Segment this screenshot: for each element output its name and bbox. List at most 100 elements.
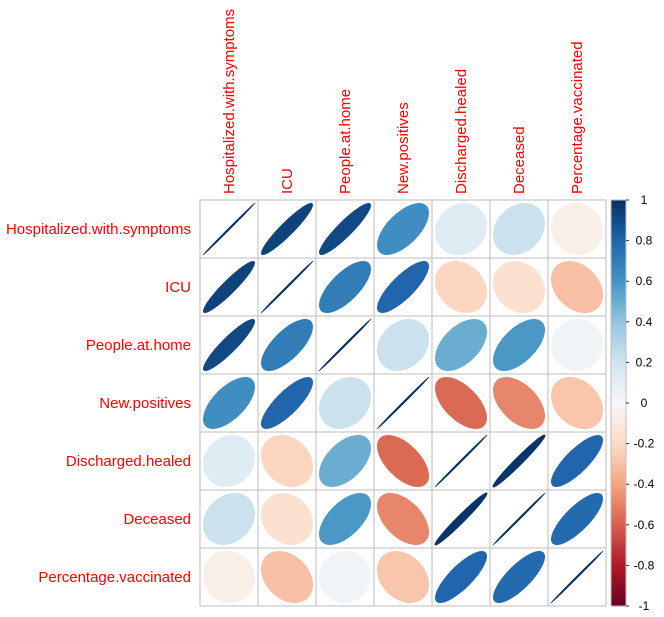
colorbar-segment — [611, 463, 626, 469]
colorbar-segment — [611, 565, 626, 571]
row-label: People.at.home — [86, 337, 191, 354]
column-label: Percentage.vaccinated — [569, 41, 586, 194]
colorbar-segment — [611, 333, 626, 339]
ellipse-Discharged.healed-Hospitalized.with.symptoms — [203, 434, 255, 487]
colorbar-segment — [611, 321, 626, 327]
colorbar-segment — [611, 285, 626, 290]
colorbar-segment — [611, 415, 626, 420]
colorbar-segment — [611, 549, 626, 554]
colorbar-segment — [611, 216, 626, 221]
ellipse-Percentage.vaccinated-ICU — [261, 551, 314, 604]
colorbar-segment — [611, 297, 626, 303]
colorbar-tick-label: 0.4 — [636, 315, 653, 329]
ellipse-New.positives-Deceased — [492, 376, 545, 429]
ellipse-Hospitalized.with.symptoms-Percentage.vaccinated — [550, 203, 603, 256]
colorbar-segment — [611, 325, 626, 331]
colorbar-segment — [611, 476, 626, 481]
colorbar-segment — [611, 394, 626, 400]
ellipse-Deceased-New.positives — [376, 492, 429, 545]
row-label: Deceased — [123, 511, 191, 528]
colorbar-segment — [611, 256, 626, 262]
colorbar-segment — [611, 589, 626, 595]
colorbar-segment — [611, 346, 626, 351]
colorbar-segment — [611, 329, 626, 335]
colorbar-segment — [611, 431, 626, 437]
matrix-cells — [199, 199, 607, 607]
ellipse-Hospitalized.with.symptoms-People.at.home — [319, 202, 372, 255]
colorbar-segment — [611, 561, 626, 566]
colorbar-segment — [611, 264, 626, 270]
colorbar-tick-label: 1 — [641, 193, 648, 207]
ellipse-New.positives-People.at.home — [319, 376, 372, 429]
row-label: Discharged.healed — [66, 453, 191, 470]
ellipse-New.positives-ICU — [260, 376, 313, 429]
colorbar-segment — [611, 577, 626, 583]
ellipse-Deceased-ICU — [260, 493, 313, 546]
colorbar-segment — [611, 480, 626, 485]
colorbar-segment — [611, 244, 626, 250]
ellipse-New.positives-Hospitalized.with.symptoms — [203, 377, 256, 430]
colorbar-segment — [611, 273, 626, 278]
colorbar-segment — [611, 427, 626, 433]
colorbar-segment — [611, 390, 626, 396]
colorbar-segment — [611, 459, 626, 465]
ellipse-Percentage.vaccinated-Deceased — [493, 551, 546, 604]
colorbar-segment — [611, 260, 626, 266]
row-label: ICU — [165, 279, 191, 296]
colorbar-segment — [611, 541, 626, 546]
colorbar-segment — [611, 293, 626, 299]
colorbar-segment — [611, 407, 626, 412]
colorbar-segment — [611, 528, 626, 534]
colorbar-segment — [611, 419, 626, 424]
column-label: People.at.home — [337, 89, 354, 194]
ellipse-People.at.home-People.at.home — [318, 318, 372, 372]
colorbar-segment — [611, 358, 626, 363]
colorbar-segment — [611, 354, 626, 359]
ellipse-Discharged.healed-New.positives — [376, 435, 429, 488]
colorbar-segment — [611, 492, 626, 497]
colorbar-tick-label: -0.6 — [634, 518, 655, 532]
colorbar-segment — [611, 248, 626, 254]
colorbar-segment — [611, 240, 626, 246]
colorbar-segment — [611, 439, 626, 445]
colorbar-segment — [611, 228, 626, 234]
colorbar-segment — [611, 467, 626, 473]
colorbar-segment — [611, 545, 626, 550]
colorbar-segment — [611, 200, 626, 205]
colorbar-segment — [611, 338, 626, 343]
row-label: Percentage.vaccinated — [38, 569, 191, 586]
ellipse-People.at.home-New.positives — [377, 318, 430, 371]
color-legend: 1 0.8 0.6 0.4 0.2 0 -0.2 -0.4 -0.6 -0.8 -1 — [610, 193, 655, 613]
colorbar-segment — [611, 374, 626, 380]
colorbar-segment — [611, 305, 626, 311]
ellipse-ICU-Percentage.vaccinated — [550, 261, 603, 314]
ellipse-Hospitalized.with.symptoms-Discharged.healed — [435, 202, 487, 255]
colorbar-segment — [611, 500, 626, 506]
colorbar-segment — [611, 350, 626, 355]
colorbar-segment — [611, 569, 626, 575]
ellipse-Hospitalized.with.symptoms-Hospitalized.with.symptoms — [202, 202, 256, 256]
colorbar-tick-label: 0.6 — [636, 274, 653, 288]
column-label: ICU — [279, 168, 296, 194]
colorbar-segment — [611, 309, 626, 315]
ellipse-Hospitalized.with.symptoms-New.positives — [377, 202, 430, 255]
column-labels: Hospitalized.with.symptoms ICU People.at.h… — [221, 9, 586, 194]
ellipse-Deceased-People.at.home — [319, 493, 372, 546]
row-label: New.positives — [99, 395, 191, 412]
ellipse-Discharged.healed-Percentage.vaccinated — [550, 435, 603, 488]
colorbar-segment — [611, 281, 626, 286]
colorbar-segment — [611, 313, 626, 319]
colorbar-tick-label: 0 — [641, 396, 648, 410]
colorbar-tick-label: -1 — [639, 599, 650, 613]
ellipse-Hospitalized.with.symptoms-Deceased — [493, 202, 546, 255]
colorbar-segment — [611, 252, 626, 258]
column-label: Deceased — [511, 126, 528, 194]
colorbar-segment — [611, 585, 626, 591]
ellipse-Deceased-Discharged.healed — [434, 492, 488, 546]
colorbar-tick-label: -0.4 — [634, 477, 655, 491]
ellipse-Hospitalized.with.symptoms-ICU — [260, 203, 313, 256]
ellipse-New.positives-Discharged.healed — [434, 377, 487, 430]
colorbar-segment — [611, 366, 626, 372]
colorbar-segment — [611, 342, 626, 347]
